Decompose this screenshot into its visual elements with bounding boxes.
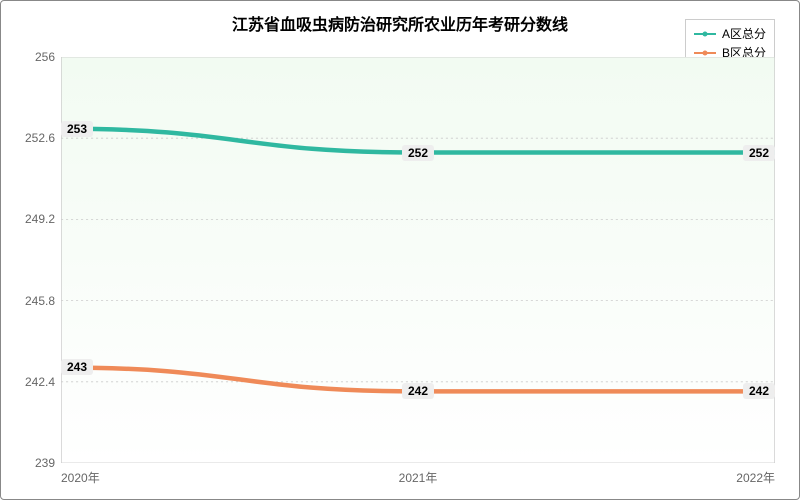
y-tick-label: 242.4 bbox=[25, 375, 61, 389]
y-tick-label: 252.6 bbox=[25, 131, 61, 145]
y-tick-label: 256 bbox=[35, 50, 61, 64]
y-tick-label: 239 bbox=[35, 456, 61, 470]
data-label: 242 bbox=[743, 383, 775, 399]
data-label: 252 bbox=[743, 145, 775, 161]
plot-svg bbox=[61, 57, 775, 463]
legend-item-a: A区总分 bbox=[694, 24, 766, 43]
x-tick-label: 2021年 bbox=[399, 463, 438, 486]
legend-swatch-b bbox=[694, 52, 716, 54]
plot-area: 239242.4245.8249.2252.62562020年2021年2022… bbox=[61, 57, 775, 463]
y-tick-label: 245.8 bbox=[25, 294, 61, 308]
data-label: 242 bbox=[402, 383, 434, 399]
legend-label: A区总分 bbox=[722, 25, 766, 42]
chart-title: 江苏省血吸虫病防治研究所农业历年考研分数线 bbox=[1, 11, 799, 35]
data-label: 253 bbox=[61, 121, 93, 137]
y-tick-label: 249.2 bbox=[25, 212, 61, 226]
chart-container: 江苏省血吸虫病防治研究所农业历年考研分数线 A区总分 B区总分 239242.4… bbox=[0, 0, 800, 500]
x-tick-label: 2020年 bbox=[61, 463, 100, 486]
x-tick-label: 2022年 bbox=[736, 463, 775, 486]
data-label: 252 bbox=[402, 145, 434, 161]
data-label: 243 bbox=[61, 359, 93, 375]
legend-swatch-a bbox=[694, 33, 716, 35]
